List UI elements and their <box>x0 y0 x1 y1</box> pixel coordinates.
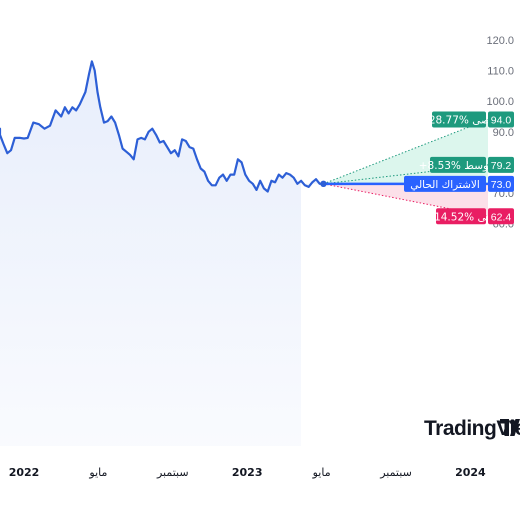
forecast-lower-area <box>323 183 488 217</box>
price-line-group <box>0 60 327 193</box>
forecast-average-name-pill <box>430 156 486 173</box>
forecast-average-value: 79.2 <box>491 160 512 172</box>
forecast-average-name: +8.53% متوسط <box>419 160 497 172</box>
x-tick-label: 2023 <box>232 466 263 479</box>
x-tick-label: 2022 <box>9 466 40 479</box>
forecast-high-name: +28.77% أقصى <box>420 113 498 127</box>
x-axis: 2022مايوسبتمبر2023مايوسبتمبر2024مايو <box>9 466 486 479</box>
logo-wordmark: TradingView <box>424 417 520 440</box>
forecast-current-name: الاشتراك الحالي <box>410 179 480 191</box>
tradingview-logo: TradingView <box>424 417 520 440</box>
forecast-high-value-pill <box>488 111 514 128</box>
price-line <box>0 60 325 193</box>
forecast-low-value-pill <box>488 208 514 225</box>
forecast-high-line <box>323 119 489 185</box>
y-tick-label: 100.0 <box>486 96 514 108</box>
forecast-current-label: الاشتراك الحالي 73.0 <box>404 175 514 192</box>
y-tick-label: 110.0 <box>487 66 514 78</box>
x-tick-label: 2024 <box>455 466 486 479</box>
forecast-high-value: 94.0 <box>491 115 512 127</box>
forecast-low-name-pill <box>436 208 486 225</box>
history-area <box>0 61 324 446</box>
tv-logo-icon <box>500 419 520 436</box>
forecast-current-value: 73.0 <box>491 179 512 191</box>
x-tick-label: مايو <box>312 466 331 479</box>
x-tick-label: سبتمبر <box>379 466 412 479</box>
forecast-low-name: −14.52% أدنى <box>425 209 497 223</box>
forecast-average-value-pill <box>488 156 514 173</box>
x-tick-label: مايو <box>88 466 107 479</box>
forecast-low-value: 62.4 <box>491 211 512 223</box>
x-tick-label: سبتمبر <box>156 466 189 479</box>
forecast-current-value-pill <box>488 175 514 192</box>
forecast-current-name-pill <box>404 175 486 192</box>
y-tick-label: 120.0 <box>486 35 514 47</box>
y-tick-label: 90.0 <box>493 127 514 139</box>
last-price-point <box>320 180 327 188</box>
history-area-group <box>0 61 324 446</box>
forecast-high-name-pill <box>432 111 486 128</box>
